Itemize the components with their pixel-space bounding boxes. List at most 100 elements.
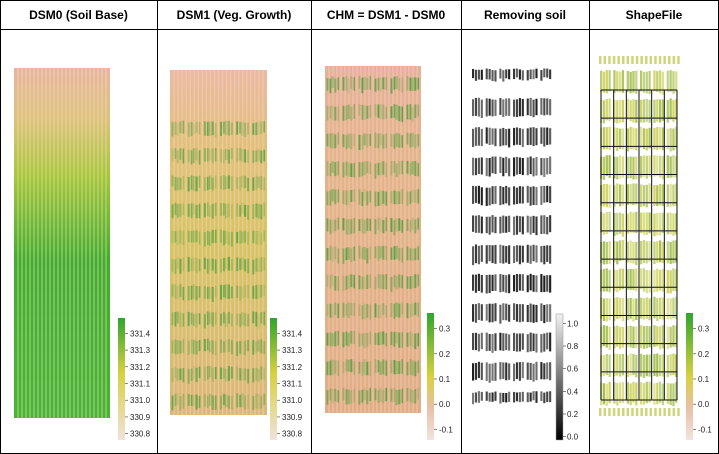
mask-block <box>546 332 549 350</box>
plot-patch <box>203 393 207 407</box>
plot-patch <box>174 121 177 135</box>
plot-patch <box>352 133 356 147</box>
shapefile-plot-patch <box>656 241 659 263</box>
plot-patch <box>406 361 409 376</box>
shapefile-edge-patch <box>612 408 616 416</box>
mask-block <box>472 246 475 266</box>
shapefile-edge-patch <box>631 408 634 416</box>
plot-patch <box>236 257 239 272</box>
mask-block <box>526 185 529 203</box>
shapefile-plot-patch <box>621 156 625 178</box>
mask-block <box>472 215 475 232</box>
plot-patch <box>254 285 258 299</box>
plot-patch <box>222 121 225 134</box>
plot-patch <box>342 361 345 374</box>
plot-patch <box>179 177 182 190</box>
plot-patch <box>374 303 377 318</box>
plot-patch <box>336 106 340 121</box>
legend-tick-label: 330.8 <box>130 430 151 439</box>
mask-block <box>543 275 546 293</box>
mask-block <box>491 69 494 82</box>
mask-block <box>472 274 475 291</box>
plot-patch <box>414 77 417 91</box>
shapefile-legend-ticks: 0.3 0.2 0.1 0.0 -0.1 <box>693 325 712 434</box>
plot-patch <box>262 177 266 191</box>
legend-tick-label: 0.8 <box>567 342 579 351</box>
shapefile-plot-patch <box>642 298 646 320</box>
mask-block <box>499 68 502 79</box>
shapefile-plot-patch <box>613 326 616 349</box>
plot-patch <box>352 303 356 317</box>
plot-patch <box>262 121 266 133</box>
mask-block <box>474 244 478 264</box>
row-stripe <box>77 68 79 418</box>
dsm1-legend-bar <box>270 318 277 440</box>
plot-patch <box>238 121 241 134</box>
legend-tick-label: 330.8 <box>282 430 303 439</box>
plot-patch <box>214 229 217 244</box>
mask-block <box>480 274 483 293</box>
shapefile-plot-patch <box>629 183 632 205</box>
plot-patch <box>406 104 409 120</box>
plot-patch <box>416 246 420 260</box>
plot-patch <box>174 393 177 407</box>
shapefile-plot-patch <box>675 183 678 206</box>
plot-patch <box>406 276 409 289</box>
mask-block <box>546 275 549 292</box>
plot-patch <box>238 258 241 271</box>
shapefile-plot-patch <box>656 99 659 122</box>
plot-patch <box>174 366 177 379</box>
dsm0-row-stripes <box>17 68 107 418</box>
legend-tick-label: 0.3 <box>439 325 451 334</box>
shapefile-plot-patch <box>666 298 669 320</box>
mask-block <box>502 70 505 82</box>
plot-patch <box>409 304 412 318</box>
plot-patch <box>252 230 255 244</box>
plot-patch <box>179 396 182 411</box>
mask-block <box>549 215 552 233</box>
mask-block <box>508 274 511 294</box>
plot-patch <box>222 284 225 298</box>
plot-patch <box>409 219 412 233</box>
plot-patch <box>329 388 332 401</box>
mask-block <box>540 127 543 144</box>
plot-patch <box>211 121 214 136</box>
mask-block <box>472 333 475 350</box>
row-stripe <box>221 70 224 415</box>
plot-patch <box>262 202 266 217</box>
row-stripe <box>392 66 394 413</box>
shapefile-plot-patch <box>619 240 622 262</box>
shapefile-plot-patch <box>629 240 632 264</box>
mask-block <box>494 333 497 351</box>
shapefile-plot-patch <box>640 325 643 349</box>
plot-patch <box>345 219 348 235</box>
plot-patch <box>174 231 177 243</box>
shapefile-plot-patch <box>645 381 648 404</box>
legend-tick-label: 0.2 <box>698 350 710 359</box>
plot-patch <box>190 339 193 354</box>
shapefile-plot-patch <box>672 100 675 122</box>
shapefile-plot-patch <box>659 269 662 291</box>
plot-patch <box>366 332 369 347</box>
mask-block <box>513 186 516 205</box>
shapefile-plot-patch <box>669 98 672 120</box>
mask-block <box>494 362 497 381</box>
plot-patch <box>171 340 174 354</box>
mask-block <box>477 245 480 265</box>
row-stripe <box>408 66 410 413</box>
plot-patch <box>230 286 233 299</box>
plot-patch <box>195 258 198 274</box>
plot-patch <box>382 134 385 149</box>
plot-patch <box>350 133 353 150</box>
plot-patch <box>345 331 348 346</box>
plot-patch <box>414 248 417 261</box>
plot-patch <box>361 276 364 290</box>
mask-block <box>508 98 511 116</box>
shapefile-edge-patch <box>668 408 671 416</box>
mask-block <box>515 99 519 118</box>
plot-patch <box>179 312 182 328</box>
plot-patch <box>406 332 409 347</box>
plot-patch <box>342 218 345 231</box>
row-stripe <box>242 70 244 415</box>
plot-patch <box>336 161 340 176</box>
